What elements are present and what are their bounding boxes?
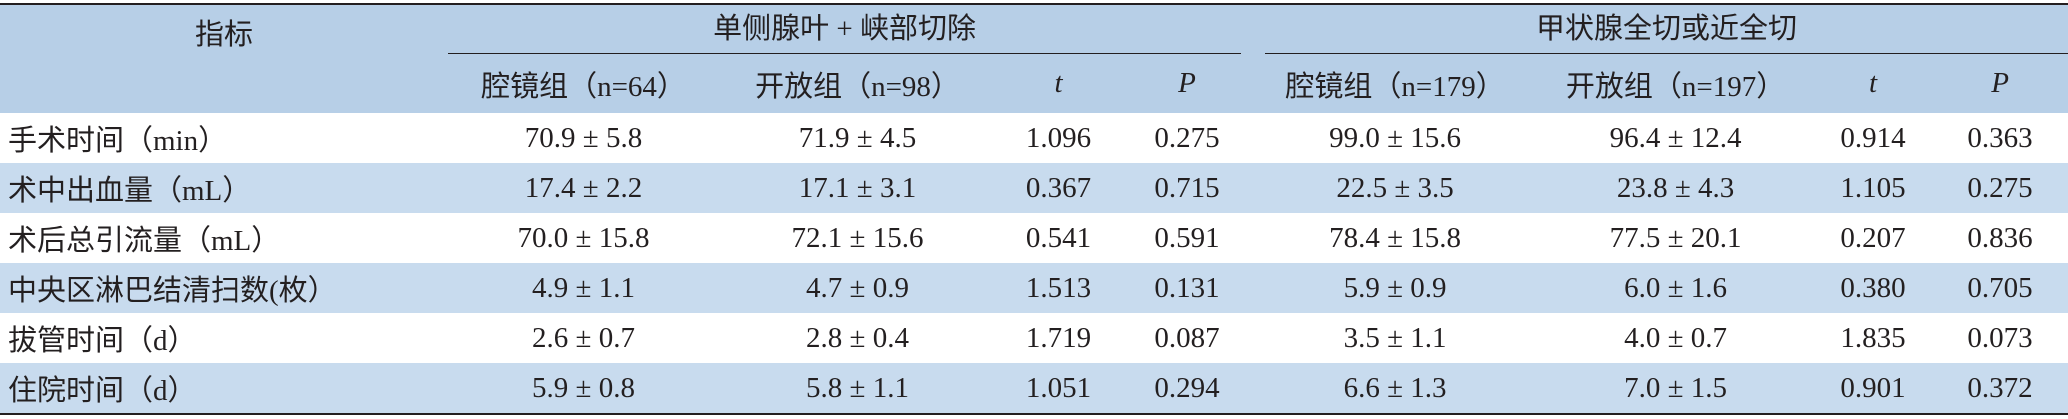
group-title: 甲状腺全切或近全切 [1265,5,2068,54]
column-header: 开放组（n=98） [719,54,996,113]
row-label: 手术时间（min） [8,125,228,157]
cell: 22.5 ± 3.5 [1253,163,1538,213]
cell: 17.4 ± 2.2 [448,163,719,213]
cell: 4.7 ± 0.9 [719,263,996,313]
column-header: t [1814,54,1933,113]
cell: 1.105 [1814,163,1933,213]
header-row: 腔镜组（n=64） 开放组（n=98） t P 腔镜组（n=179） 开放组（n=197）… [0,54,2068,113]
cell: 0.914 [1840,121,1906,154]
cell: 1.835 [1840,321,1906,354]
cell: 0.275 [1154,121,1220,154]
header-row: 指标 单侧腺叶 + 峡部切除 甲状腺全切或近全切 [0,4,2068,113]
cell: 0.705 [1932,263,2068,313]
cell: 0.715 [1121,163,1254,213]
group-title: 单侧腺叶 + 峡部切除 [448,5,1242,54]
group-header: 单侧腺叶 + 峡部切除 [448,4,1254,54]
data-table: 指标 单侧腺叶 + 峡部切除 甲状腺全切或近全切 腔镜组（n=64） 开放组（n=… [0,3,2068,415]
cell: 1.051 [996,363,1121,414]
table-row: 术中出血量（mL） 17.4 ± 2.2 17.1 ± 3.1 0.367 0.715 2… [0,163,2068,213]
cell: 0.836 [1967,221,2033,254]
cell: 0.901 [1814,363,1933,414]
cell: 23.8 ± 4.3 [1537,163,1815,213]
header-label: 指标 [0,4,448,113]
table-header: 指标 单侧腺叶 + 峡部切除 甲状腺全切或近全切 腔镜组（n=64） 开放组（n=… [0,4,2068,113]
table-row: 拔管时间（d） 2.6 ± 0.7 2.8 ± 0.4 1.719 0.087 3.5 ±… [0,313,2068,363]
cell: 5.9 ± 0.8 [448,363,719,414]
cell: 1.719 [1025,321,1092,354]
cell: 7.0 ± 1.5 [1537,363,1815,414]
cell: 2.6 ± 0.7 [532,321,635,354]
cell: 71.9 ± 4.5 [798,121,917,154]
table-row: 中央区淋巴结清扫数(枚） 4.9 ± 1.1 4.7 ± 0.9 1.513 0.131… [0,263,2068,313]
cell: 0.363 [1967,121,2033,154]
cell: 1.096 [1025,121,1092,154]
cell: 0.207 [1840,221,1906,254]
cell: 6.0 ± 1.6 [1537,263,1815,313]
row-label: 术后总引流量（mL） [8,225,281,257]
cell: 0.541 [1025,221,1092,254]
column-header: t [996,54,1121,113]
column-header: 开放组（n=197） [1537,54,1815,113]
cell: 99.0 ± 15.6 [1329,121,1461,154]
cell: 77.5 ± 20.1 [1609,221,1742,254]
cell: 17.1 ± 3.1 [719,163,996,213]
cell: 0.131 [1121,263,1254,313]
cell: 2.8 ± 0.4 [806,321,909,354]
column-header: 腔镜组（n=179） [1253,54,1538,113]
table-row: 术后总引流量（mL） 70.0 ± 15.8 72.1 ± 15.6 0.541 0.5… [0,213,2068,263]
cell: 6.6 ± 1.3 [1253,363,1538,414]
cell: 0.275 [1932,163,2068,213]
cell: 0.380 [1814,263,1933,313]
cell: 3.5 ± 1.1 [1343,321,1447,354]
cell: 72.1 ± 15.6 [791,221,924,254]
cell: 4.0 ± 0.7 [1624,321,1727,354]
row-label: 术中出血量（mL） [0,163,448,213]
cell: 0.591 [1154,221,1220,254]
column-header: P [1121,54,1254,113]
cell: 0.087 [1154,321,1220,354]
cell: 0.367 [996,163,1121,213]
table-row: 手术时间（min） 70.9 ± 5.8 71.9 ± 4.5 1.096 0.275 9… [0,113,2068,163]
cell: 5.8 ± 1.1 [719,363,996,414]
cell: 4.9 ± 1.1 [448,263,719,313]
cell: 78.4 ± 15.8 [1329,221,1461,254]
column-header: 腔镜组（n=64） [448,54,719,113]
cell: 5.9 ± 0.9 [1253,263,1538,313]
table-row: 住院时间（d） 5.9 ± 0.8 5.8 ± 1.1 1.051 0.294 6.6 ±… [0,363,2068,414]
cell: 1.513 [996,263,1121,313]
row-label: 中央区淋巴结清扫数(枚） [0,263,448,313]
row-label: 拔管时间（d） [8,325,197,357]
cell: 70.0 ± 15.8 [517,221,650,254]
group-header: 甲状腺全切或近全切 [1253,4,2068,54]
cell: 70.9 ± 5.8 [524,121,643,154]
column-header: P [1932,54,2068,113]
cell: 0.073 [1967,321,2033,354]
table-body: 手术时间（min） 70.9 ± 5.8 71.9 ± 4.5 1.096 0.275 9… [0,113,2068,414]
cell: 96.4 ± 12.4 [1609,121,1742,154]
cell: 0.372 [1932,363,2068,414]
cell: 0.294 [1121,363,1254,414]
row-label: 住院时间（d） [0,363,448,414]
